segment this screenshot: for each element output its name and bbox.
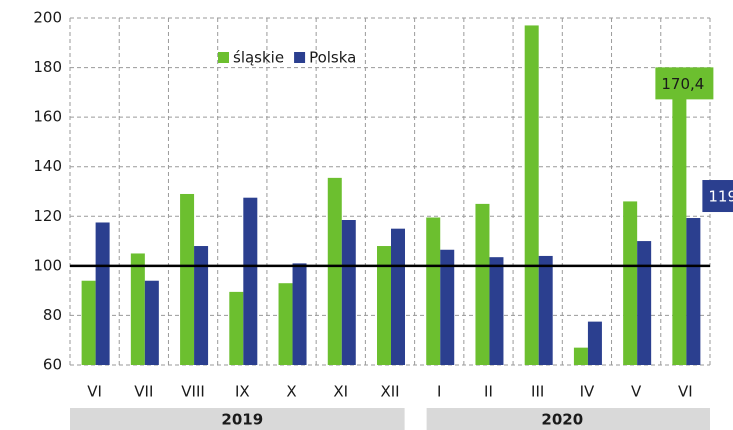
bar	[524, 25, 539, 365]
y-tick-label: 160	[33, 108, 62, 126]
bar	[243, 197, 258, 365]
legend-label: Polska	[309, 49, 356, 67]
x-tick-label: X	[286, 383, 296, 401]
bar	[81, 280, 96, 365]
x-tick-label: IV	[580, 383, 595, 401]
bar	[587, 321, 602, 365]
x-tick-label: V	[631, 383, 642, 401]
bar	[573, 347, 588, 365]
bar	[278, 283, 293, 365]
bar	[686, 218, 701, 365]
bar	[391, 228, 405, 365]
bar	[95, 222, 110, 365]
bar	[637, 241, 652, 365]
legend-swatch	[218, 52, 229, 63]
y-tick-label: 140	[33, 157, 62, 175]
bar	[672, 91, 687, 365]
bar	[426, 217, 441, 365]
bar	[229, 291, 244, 365]
x-tick-label: VI	[87, 383, 102, 401]
value-label: 170,4	[661, 75, 704, 93]
group-band	[70, 408, 405, 430]
group-label: 2019	[221, 411, 263, 429]
legend-label: śląskie	[233, 49, 284, 67]
y-tick-label: 100	[33, 256, 62, 274]
x-tick-label: IX	[235, 383, 250, 401]
x-tick-label: XI	[333, 383, 348, 401]
bar	[341, 220, 356, 365]
bar	[180, 193, 195, 365]
bar	[538, 255, 553, 365]
bar	[440, 249, 455, 365]
y-tick-label: 120	[33, 207, 62, 225]
y-tick-label: 180	[33, 58, 62, 76]
group-label: 2020	[541, 411, 583, 429]
value-label-box	[655, 67, 714, 100]
bar	[489, 257, 504, 365]
y-tick-label: 60	[43, 356, 62, 374]
group-band	[426, 408, 710, 430]
legend-swatch	[294, 52, 306, 63]
y-tick-label: 80	[43, 306, 62, 324]
x-tick-label: XII	[380, 383, 399, 401]
bar	[377, 246, 391, 365]
bar	[327, 177, 342, 365]
x-tick-label: II	[484, 383, 493, 401]
x-tick-label: VII	[134, 383, 153, 401]
bar	[475, 203, 490, 365]
x-tick-label: VIII	[181, 383, 205, 401]
bar	[623, 201, 638, 365]
value-label-box	[702, 180, 733, 213]
bar	[292, 263, 307, 365]
y-tick-label: 200	[33, 9, 62, 27]
x-tick-label: III	[531, 383, 544, 401]
bar	[194, 246, 209, 365]
x-tick-label: I	[437, 383, 441, 401]
value-label: 119,	[708, 188, 733, 206]
bar	[130, 253, 145, 365]
x-tick-label: VI	[678, 383, 693, 401]
bar	[144, 280, 159, 365]
